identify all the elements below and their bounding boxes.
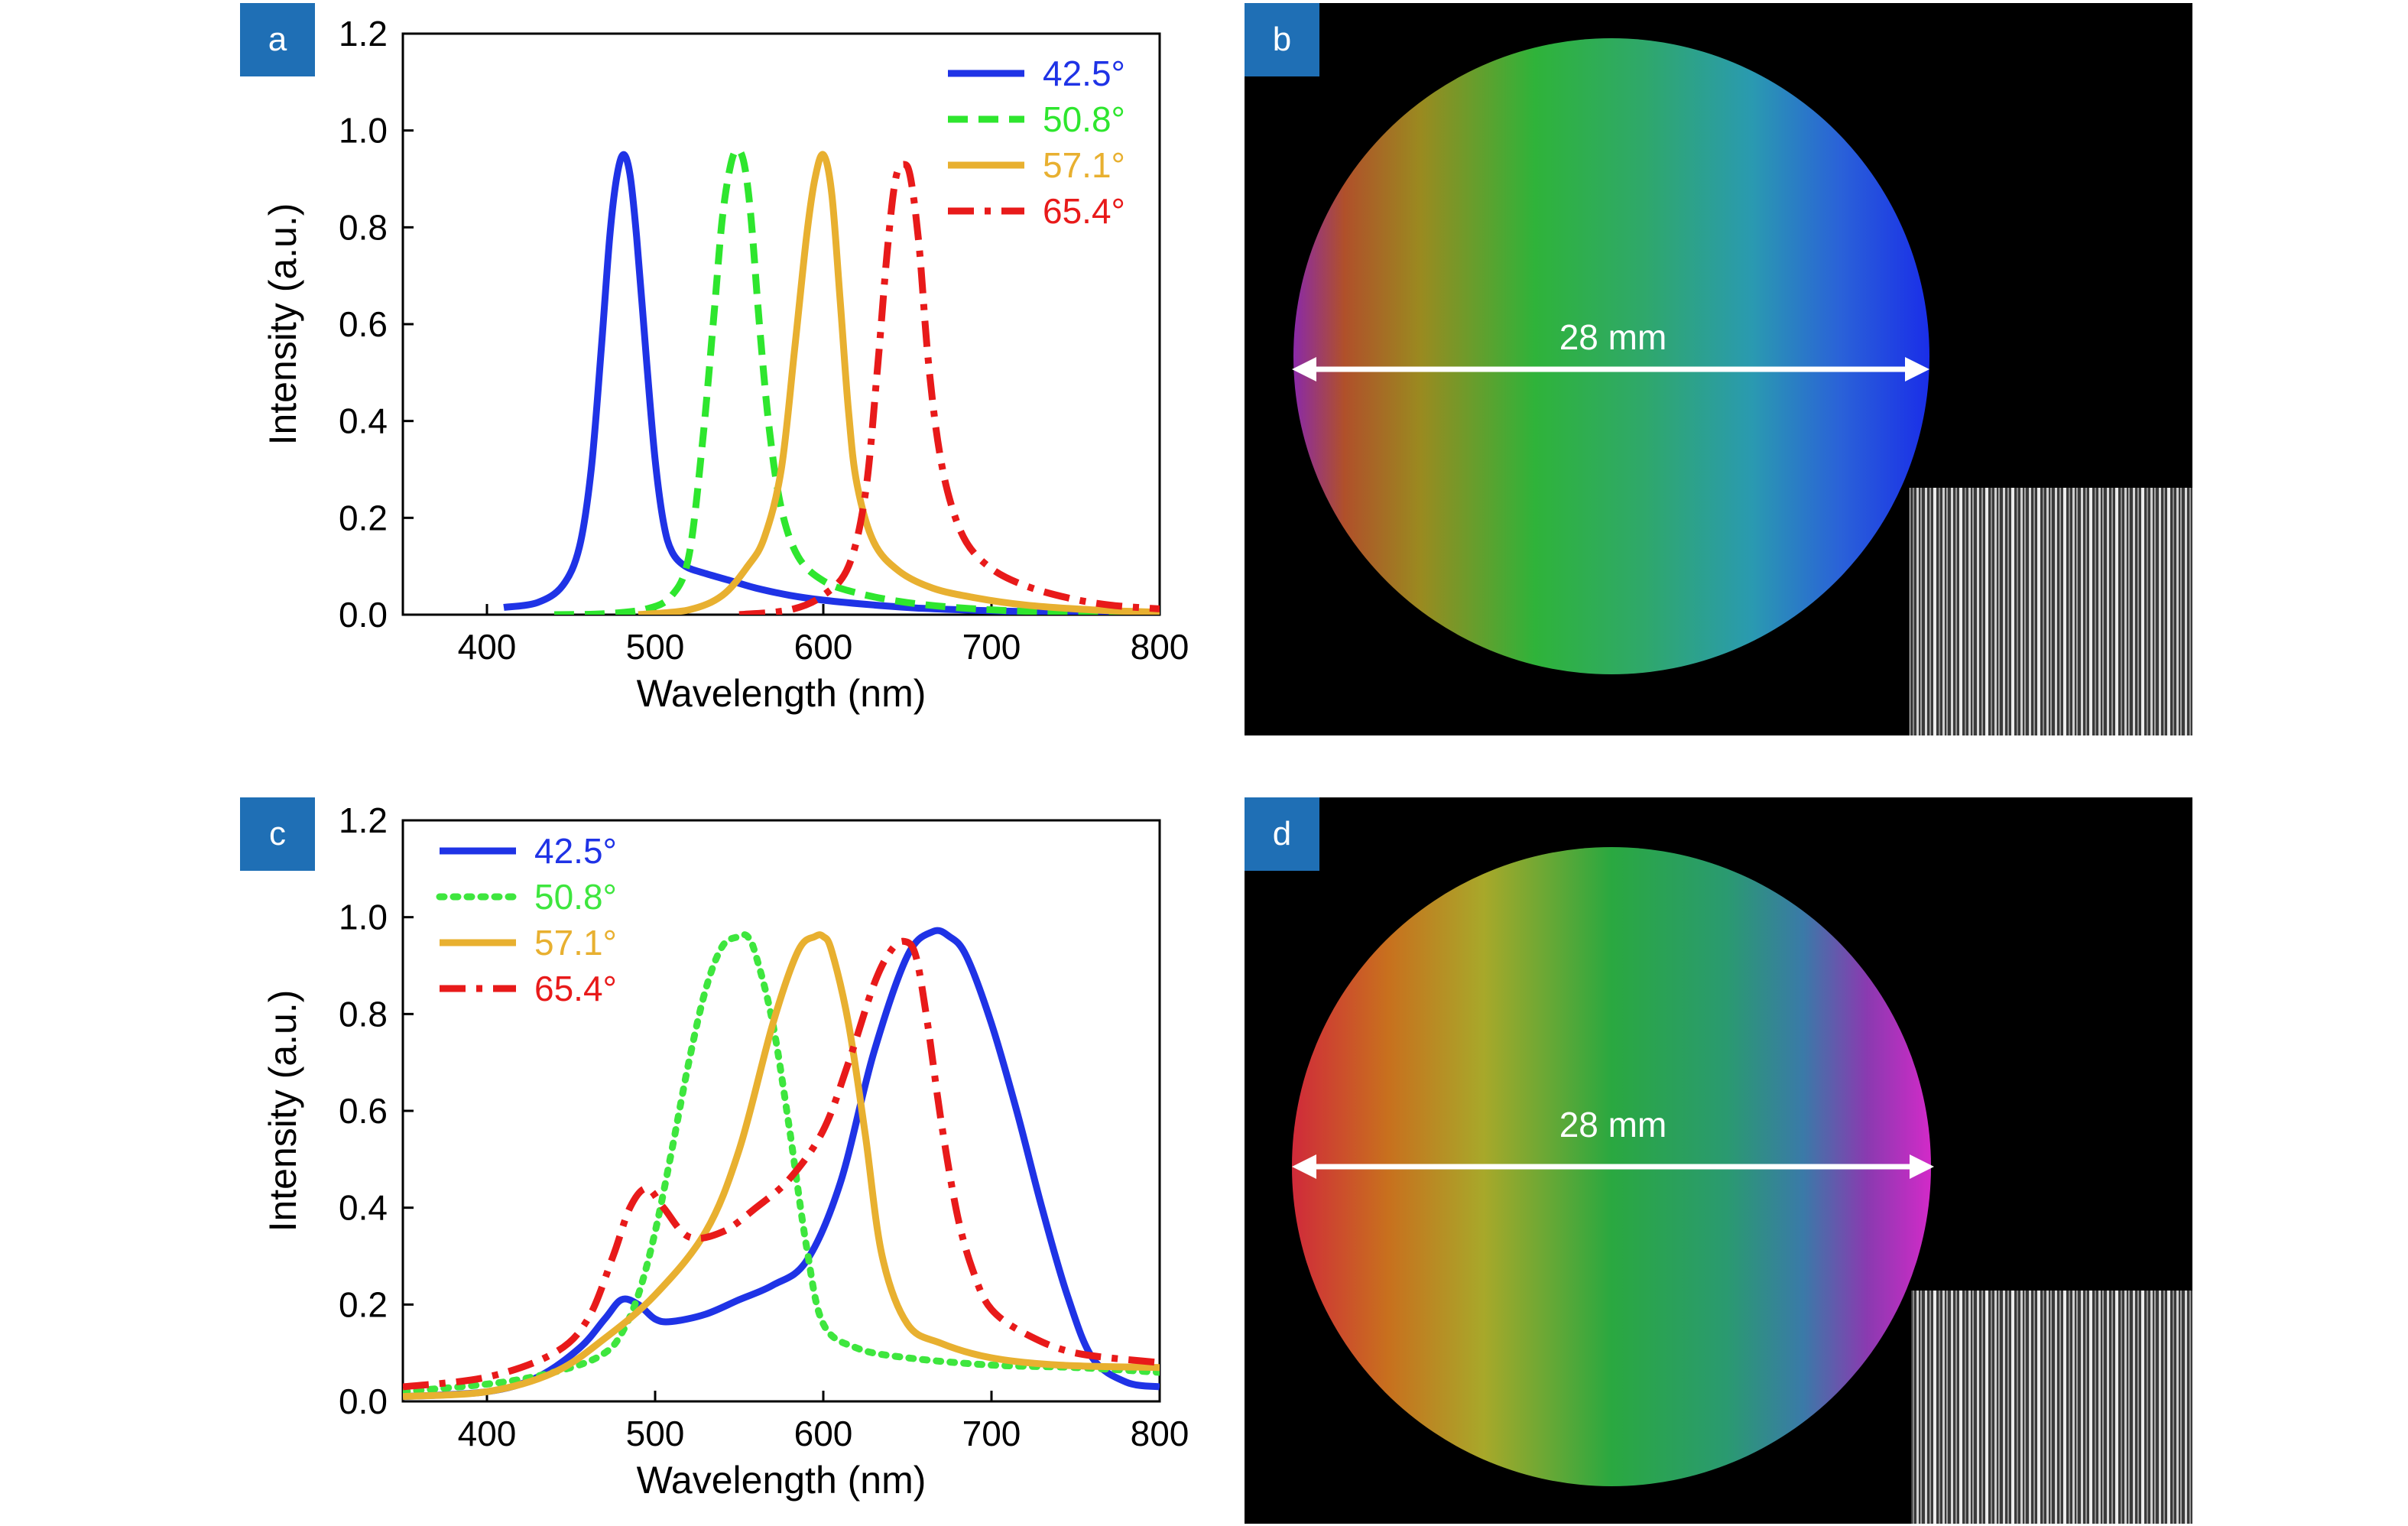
panel-d-image: 28 mm [1245,797,2192,1524]
legend-label: 65.4° [534,969,617,1008]
series-line-42-5deg [403,927,1160,1401]
y-axis-label: Intensity (a.u.) [261,990,304,1232]
x-tick-label: 400 [458,1414,517,1453]
y-tick-label: 0.0 [339,1382,388,1421]
y-tick-label: 0.6 [339,304,388,344]
scale-arrow [1292,1154,1934,1179]
panel-c-chart: 400 500 600 700 800 0.0 0.2 0.4 0.6 0.8 1.0 1.2 Wave… [261,800,1189,1502]
x-tick-label: 700 [962,1414,1021,1453]
y-tick-label: 1.2 [339,800,388,840]
legend-label: 50.8° [1043,99,1125,139]
svg-text:b: b [1273,21,1291,58]
y-axis-label: Intensity (a.u.) [261,203,304,446]
svg-text:c: c [269,815,286,852]
y-tick-label: 0.0 [339,595,388,635]
legend-label: 57.1° [534,923,617,963]
series-line-65-4deg [738,161,1160,615]
sem-inset [1910,488,2192,735]
panel-a-chart: 400 500 600 700 800 0.0 0.2 0.4 0.6 0.8 1.0 1.2 Wave… [261,14,1189,715]
series-line-57-1deg [403,931,1160,1401]
scale-label: 28 mm [1559,1105,1667,1144]
panel-badge-c: c [240,797,315,871]
y-tick-label: 0.4 [339,1188,388,1228]
x-tick-label: 500 [626,1414,685,1453]
y-tick-label: 0.8 [339,994,388,1034]
series-line-50-8deg [403,931,1160,1395]
plot-frame [401,819,1161,1403]
scale-label: 28 mm [1559,317,1667,357]
panel-badge-a: a [240,3,315,76]
legend-label: 57.1° [1043,145,1125,185]
y-tick-label: 0.6 [339,1091,388,1131]
x-tick-label: 600 [794,627,853,667]
sample-disk [1293,38,1929,674]
x-tick-label: 500 [626,627,685,667]
svg-text:d: d [1273,815,1291,852]
x-axis-label: Wavelength (nm) [637,1459,927,1502]
panel-b-image: 28 mm [1245,3,2192,735]
y-tick-label: 0.2 [339,1284,388,1324]
series-line-65-4deg [403,937,1160,1391]
x-tick-label: 600 [794,1414,853,1453]
y-tick-label: 0.2 [339,498,388,537]
series-line-42-5deg [503,151,1160,615]
y-tick-label: 1.2 [339,14,388,54]
y-tick-label: 1.0 [339,898,388,937]
y-tick-label: 0.8 [339,207,388,247]
x-tick-label: 800 [1131,627,1189,667]
panel-badge-d: d [1245,797,1319,871]
series-line-57-1deg [638,151,1160,615]
legend-label: 42.5° [1043,54,1125,93]
legend-label: 50.8° [534,877,617,917]
x-axis-label: Wavelength (nm) [637,672,927,715]
legend-label: 42.5° [534,831,617,871]
y-tick-label: 0.4 [339,401,388,441]
series-line-50-8deg [553,146,1160,615]
x-tick-label: 700 [962,627,1021,667]
x-tick-label: 800 [1131,1414,1189,1453]
panel-badge-b: b [1245,3,1319,76]
scale-arrow [1292,357,1929,382]
svg-text:a: a [268,21,287,58]
y-tick-label: 1.0 [339,111,388,151]
x-tick-label: 400 [458,627,517,667]
legend-label: 65.4° [1043,191,1125,231]
sem-inset [1911,1291,2192,1524]
